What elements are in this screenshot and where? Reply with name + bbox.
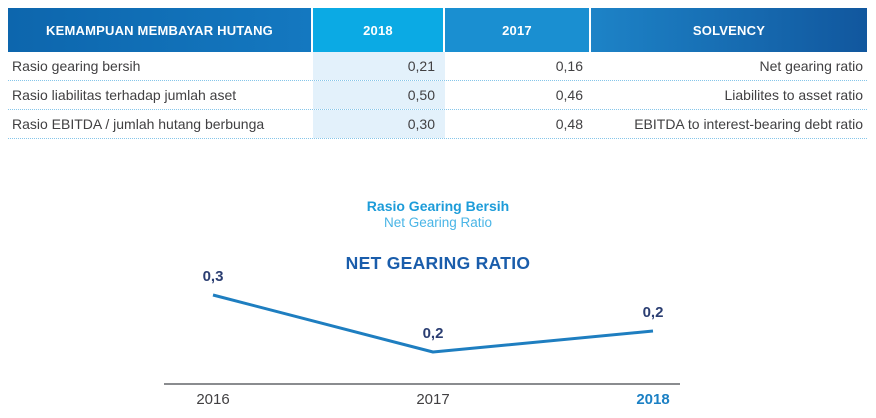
column-header-2017: 2017 — [445, 8, 591, 52]
table-header-row: KEMAMPUAN MEMBAYAR HUTANG 2018 2017 SOLV… — [8, 8, 867, 52]
axis-label-2016: 2016 — [196, 391, 229, 408]
solvency-label: EBITDA to interest-bearing debt ratio — [634, 116, 863, 132]
table-row: Rasio gearing bersih 0,21 0,16 Net geari… — [8, 52, 867, 81]
solvency-label: Net gearing ratio — [759, 58, 863, 74]
value-2017: 0,46 — [555, 87, 583, 103]
row-label: Rasio gearing bersih — [12, 58, 141, 74]
chart-subtitle-english: Net Gearing Ratio — [383, 215, 493, 230]
value-2018: 0,21 — [313, 52, 445, 80]
column-header-solvency: SOLVENCY — [591, 8, 867, 52]
table-row: Rasio EBITDA / jumlah hutang berbunga 0,… — [8, 110, 867, 139]
value-2018: 0,50 — [313, 81, 445, 109]
net-gearing-line — [212, 293, 654, 354]
row-label: Rasio EBITDA / jumlah hutang berbunga — [12, 116, 265, 132]
chart-heading: NET GEARING RATIO — [345, 253, 531, 273]
value-2018: 0,30 — [313, 110, 445, 138]
table-row: Rasio liabilitas terhadap jumlah aset 0,… — [8, 81, 867, 110]
value-2017: 0,16 — [555, 58, 583, 74]
value-2017: 0,48 — [555, 116, 583, 132]
chart-subtitle-indonesian: Rasio Gearing Bersih — [366, 198, 510, 214]
point-label-2016: 0,3 — [203, 268, 224, 285]
point-label-2018: 0,2 — [643, 304, 664, 321]
solvency-table: KEMAMPUAN MEMBAYAR HUTANG 2018 2017 SOLV… — [8, 8, 867, 139]
point-label-2017: 0,2 — [423, 325, 444, 342]
row-label: Rasio liabilitas terhadap jumlah aset — [12, 87, 237, 103]
axis-label-2018: 2018 — [636, 391, 669, 408]
column-header-kemampuan: KEMAMPUAN MEMBAYAR HUTANG — [8, 8, 313, 52]
solvency-label: Liabilites to asset ratio — [724, 87, 863, 103]
axis-label-2017: 2017 — [416, 391, 449, 408]
column-header-2018: 2018 — [313, 8, 445, 52]
